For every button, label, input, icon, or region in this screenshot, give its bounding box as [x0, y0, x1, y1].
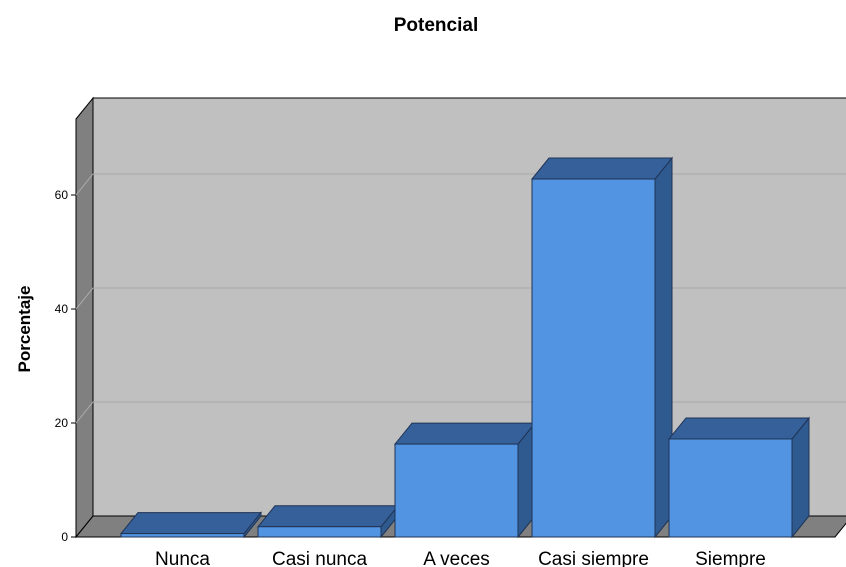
y-tick-label: 0 [61, 530, 68, 544]
gridlines [75, 173, 846, 424]
bar-front [531, 178, 656, 538]
bar [119, 511, 263, 539]
bar-front [394, 443, 519, 538]
chart-title: Potencial [394, 15, 478, 36]
bar [667, 416, 811, 539]
gridline-side [75, 173, 94, 196]
x-tick-label: Nunca [155, 549, 210, 567]
y-axis-label: Porcentaje [15, 286, 34, 373]
x-axis-ticks: Nunca Casi nunca A veces Casi siempre Siempr… [155, 549, 766, 567]
bar [393, 421, 537, 539]
bar-front [120, 533, 245, 538]
x-tick-label: A veces [423, 549, 490, 567]
bar-top [256, 505, 400, 528]
bar-top [667, 417, 811, 440]
y-tick-label: 60 [55, 188, 69, 202]
bar [530, 156, 674, 539]
bar-top [119, 512, 263, 535]
y-tick-label: 40 [55, 302, 69, 316]
gridline-side [75, 401, 94, 424]
y-axis-ticks: 0 20 40 60 [55, 188, 76, 544]
bar [256, 504, 400, 539]
x-tick-label: Casi siempre [538, 549, 649, 567]
left-wall [75, 96, 94, 539]
gridline-side [75, 287, 94, 310]
bar-front [668, 438, 793, 538]
bar-top [393, 422, 537, 445]
bar-front [257, 526, 382, 538]
x-tick-label: Siempre [695, 549, 766, 567]
bar-top [530, 157, 674, 180]
bars [119, 156, 811, 539]
x-tick-label: Casi nunca [272, 549, 367, 567]
y-tick-label: 20 [55, 416, 69, 430]
